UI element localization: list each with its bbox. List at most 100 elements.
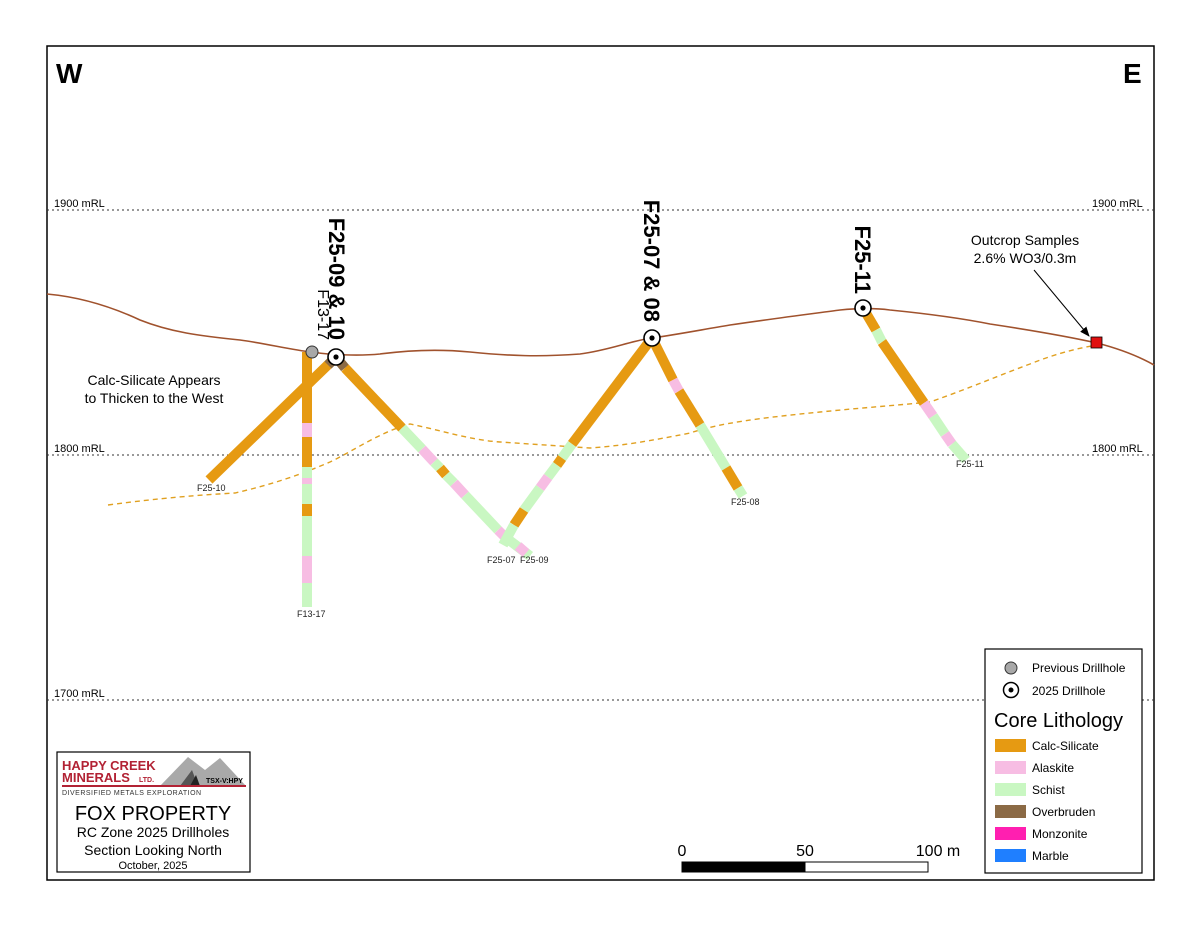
interval-calc-silicate xyxy=(436,464,450,479)
scale-label-100: 100 m xyxy=(916,843,960,860)
interval-alaskite xyxy=(535,474,553,491)
interval-calc-silicate xyxy=(877,339,929,406)
elevation-label-1700-left: 1700 mRL xyxy=(54,688,105,700)
scale-bar: 0 50 100 m xyxy=(678,843,960,873)
interval-schist xyxy=(557,441,577,461)
previous-drillhole-icon xyxy=(305,345,319,359)
interval-schist xyxy=(733,485,748,499)
drillhole-f25-09 xyxy=(332,353,534,560)
drillhole-f25-07 xyxy=(498,334,656,548)
interval-alaskite xyxy=(514,542,530,557)
end-label-f25-07: F25-07 xyxy=(487,555,516,565)
end-label-f25-09: F25-09 xyxy=(520,555,549,565)
elevation-line-1700: 1700 mRL xyxy=(47,688,1154,701)
legend-label-marble: Marble xyxy=(1032,849,1069,863)
legend-swatch-alaskite xyxy=(995,761,1026,774)
legend-label-schist: Schist xyxy=(1032,783,1065,797)
collar-f25-09-10 xyxy=(327,348,345,366)
hole-label-f25-11: F25-11 xyxy=(850,226,875,295)
interval-schist xyxy=(928,413,950,437)
interval-alaskite xyxy=(418,445,438,466)
end-label-f25-10: F25-10 xyxy=(197,483,226,493)
interval-schist xyxy=(461,491,502,534)
legend-label-monzonite: Monzonite xyxy=(1032,827,1088,841)
company-name-line2: MINERALS xyxy=(62,770,130,785)
interval-schist xyxy=(871,327,887,345)
legend-swatch-marble xyxy=(995,849,1026,862)
company-tagline: DIVERSIFIED METALS EXPLORATION xyxy=(62,790,202,797)
company-name-line1: HAPPY CREEK xyxy=(62,758,156,773)
collar-f25-11 xyxy=(854,299,872,317)
interval-schist xyxy=(398,424,426,453)
outcrop-arrow xyxy=(1033,269,1090,337)
drillhole-f25-11 xyxy=(858,305,970,464)
map-subtitle-1: RC Zone 2025 Drillholes xyxy=(77,824,230,840)
interval-alaskite xyxy=(940,431,957,447)
end-label-f25-11: F25-11 xyxy=(956,459,984,469)
legend-title: Core Lithology xyxy=(994,710,1123,732)
elevation-line-1900: 1900 mRL 1900 mRL xyxy=(47,198,1154,211)
scale-label-0: 0 xyxy=(678,843,687,860)
interval-calc-silicate xyxy=(721,465,743,491)
note-calc-silicate-line2: to Thicken to the West xyxy=(85,390,224,406)
interval-alaskite xyxy=(919,400,938,419)
elevation-label-1800-right: 1800 mRL xyxy=(1092,443,1143,455)
interval-calc-silicate xyxy=(509,507,529,528)
elevation-label-1800-left: 1800 mRL xyxy=(54,443,105,455)
legend: Previous Drillhole 2025 Drillhole Core L… xyxy=(984,648,1143,874)
drillhole-f25-10 xyxy=(205,353,340,484)
note-calc-silicate-line1: Calc-Silicate Appears xyxy=(87,372,220,388)
interval-schist xyxy=(948,440,970,464)
legend-label-calc-silicate: Calc-Silicate xyxy=(1032,739,1099,753)
map-date: October, 2025 xyxy=(118,860,187,872)
hole-label-f25-09-10: F25-09 & 10 xyxy=(324,218,349,340)
end-label-f25-08: F25-08 xyxy=(731,497,760,507)
company-suffix: LTD. xyxy=(139,777,154,784)
collar-f13-17 xyxy=(305,345,319,359)
elevation-line-1800: 1800 mRL 1800 mRL xyxy=(47,443,1154,456)
interval-calc-silicate xyxy=(341,364,406,432)
scale-label-50: 50 xyxy=(796,843,814,860)
map-title: FOX PROPERTY xyxy=(75,803,231,825)
legend-label-alaskite: Alaskite xyxy=(1032,761,1074,775)
legend-2025-drillhole: 2025 Drillhole xyxy=(1032,684,1106,698)
interval-calc-silicate xyxy=(568,334,656,448)
interval-schist xyxy=(498,522,519,548)
elevation-label-1900-right: 1900 mRL xyxy=(1092,198,1143,210)
east-label: E xyxy=(1123,58,1142,89)
interval-calc-silicate xyxy=(674,388,705,428)
title-block: HAPPY CREEK MINERALS LTD. TSX-V:HPY DIVE… xyxy=(56,751,251,873)
drillhole-f25-08 xyxy=(647,335,748,499)
map-frame xyxy=(46,45,1155,881)
west-label: W xyxy=(56,58,83,89)
interval-schist xyxy=(442,471,458,487)
legend-swatch-calc-silicate xyxy=(995,739,1026,752)
collar-f25-07-08 xyxy=(643,329,661,347)
interval-calc-silicate xyxy=(205,353,340,484)
legend-swatch-monzonite xyxy=(995,827,1026,840)
note-outcrop-line1: Outcrop Samples xyxy=(971,232,1079,248)
legend-swatch-schist xyxy=(995,783,1026,796)
legend-previous-drillhole: Previous Drillhole xyxy=(1032,661,1126,675)
note-outcrop-line2: 2.6% WO3/0.3m xyxy=(974,250,1077,266)
company-logo-icon xyxy=(62,757,246,787)
interval-alaskite xyxy=(668,377,684,394)
legend-label-overburden: Overbruden xyxy=(1032,805,1095,819)
company-ticker: TSX-V:HPY xyxy=(206,778,243,785)
hole-label-f25-07-08: F25-07 & 08 xyxy=(639,200,664,322)
previous-drillhole-icon xyxy=(1004,661,1018,675)
topography-line xyxy=(46,293,1155,366)
interval-schist xyxy=(544,462,561,480)
calc-silicate-contact xyxy=(107,344,1098,506)
interval-schist xyxy=(695,422,731,471)
hole-label-f13-17: F13-17 xyxy=(314,289,331,340)
map-subtitle-2: Section Looking North xyxy=(84,842,222,858)
interval-alaskite xyxy=(450,479,469,499)
interval-schist xyxy=(430,458,444,472)
interval-calc-silicate xyxy=(552,455,567,468)
interval-schist xyxy=(519,485,545,513)
elevation-label-1900-left: 1900 mRL xyxy=(54,198,105,210)
outcrop-sample-marker xyxy=(1090,336,1103,349)
end-label-f13-17: F13-17 xyxy=(297,609,326,619)
